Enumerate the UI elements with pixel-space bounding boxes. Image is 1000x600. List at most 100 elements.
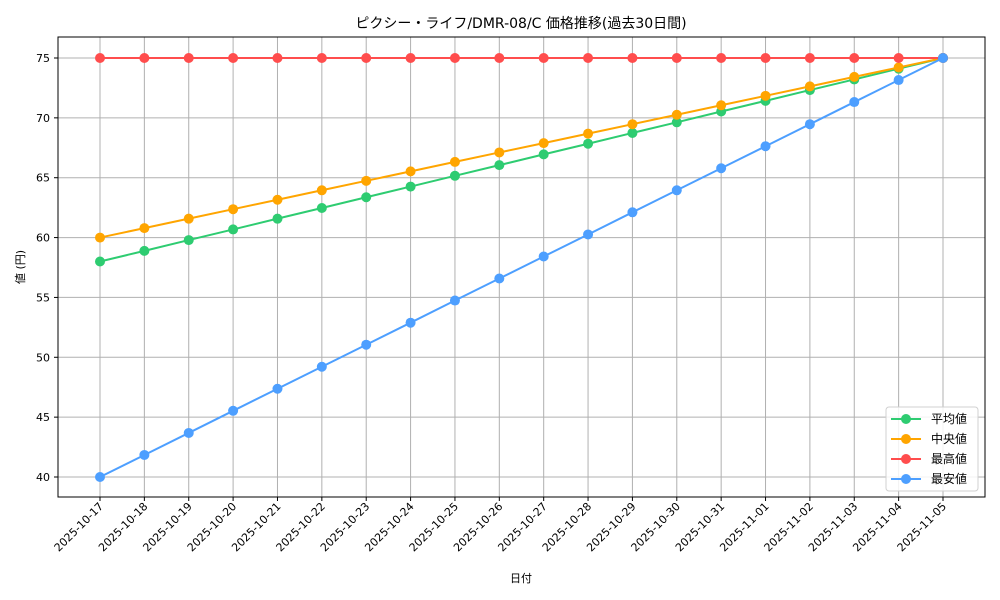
- data-point: [449, 170, 460, 181]
- data-point: [272, 194, 283, 205]
- data-point: [893, 75, 904, 86]
- data-point: [583, 138, 594, 149]
- data-point: [893, 53, 904, 63]
- series-line: [99, 57, 944, 239]
- series-中央値: [95, 53, 948, 243]
- data-point: [494, 53, 505, 63]
- data-point: [494, 147, 505, 158]
- data-point: [804, 119, 815, 130]
- grid-lines: [58, 37, 985, 497]
- legend-label: 最高値: [931, 451, 967, 466]
- data-point: [228, 204, 239, 215]
- y-tick-label: 75: [36, 52, 50, 65]
- series-最高値: [95, 53, 948, 63]
- data-point: [716, 100, 727, 111]
- series-layer: [95, 53, 948, 482]
- data-point: [183, 213, 194, 224]
- data-point: [405, 181, 416, 192]
- data-point: [272, 213, 283, 224]
- data-point: [139, 449, 150, 460]
- legend-label: 中央値: [931, 431, 967, 446]
- data-point: [583, 128, 594, 139]
- data-point: [938, 53, 948, 63]
- y-tick-label: 50: [36, 351, 50, 364]
- data-point: [95, 232, 105, 243]
- data-point: [804, 81, 815, 92]
- data-point: [316, 361, 327, 372]
- y-tick-label: 70: [36, 112, 50, 125]
- data-point: [449, 295, 460, 306]
- data-point: [183, 235, 194, 246]
- legend-item: 最高値: [891, 451, 967, 466]
- data-point: [361, 53, 372, 63]
- data-point: [139, 245, 150, 256]
- data-point: [316, 185, 327, 196]
- data-point: [804, 53, 815, 63]
- data-point: [716, 163, 727, 174]
- data-point: [849, 53, 860, 63]
- data-point: [449, 156, 460, 167]
- data-point: [405, 317, 416, 328]
- data-point: [893, 62, 904, 73]
- x-axis-ticks: 2025-10-172025-10-182025-10-192025-10-20…: [52, 497, 949, 554]
- data-point: [760, 90, 771, 101]
- data-point: [228, 224, 239, 235]
- data-point: [228, 405, 239, 416]
- y-tick-label: 40: [36, 471, 50, 484]
- data-point: [671, 185, 682, 196]
- legend-item: 中央値: [891, 431, 967, 446]
- series-line: [99, 57, 944, 263]
- data-point: [849, 71, 860, 82]
- plot-frame: [57, 36, 986, 498]
- legend-marker-icon: [901, 474, 911, 484]
- data-point: [538, 251, 549, 262]
- legend-label: 最安値: [931, 471, 967, 486]
- data-point: [405, 53, 416, 63]
- data-point: [95, 472, 105, 482]
- data-point: [139, 223, 150, 234]
- data-point: [405, 166, 416, 177]
- data-point: [361, 175, 372, 186]
- data-point: [849, 97, 860, 108]
- data-point: [361, 192, 372, 203]
- data-point: [671, 53, 682, 63]
- data-point: [449, 53, 460, 63]
- legend-marker-icon: [901, 434, 911, 444]
- data-point: [760, 141, 771, 152]
- data-point: [716, 53, 727, 63]
- y-tick-label: 60: [36, 232, 50, 245]
- data-point: [583, 229, 594, 240]
- legend-item: 平均値: [891, 411, 967, 426]
- data-point: [272, 53, 283, 63]
- data-point: [538, 138, 549, 149]
- data-point: [583, 53, 594, 63]
- x-axis-label: 日付: [510, 572, 532, 585]
- y-tick-label: 45: [36, 411, 50, 424]
- y-tick-label: 65: [36, 172, 50, 185]
- series-line: [99, 57, 944, 478]
- data-point: [361, 339, 372, 350]
- data-point: [538, 149, 549, 160]
- data-point: [627, 207, 638, 218]
- data-point: [183, 427, 194, 438]
- data-point: [272, 383, 283, 394]
- legend-item: 最安値: [891, 471, 967, 486]
- chart-title: ピクシー・ライフ/DMR-08/C 価格推移(過去30日間): [355, 16, 686, 32]
- y-axis-ticks: 40 45 50 55 60 65 70 75: [36, 52, 58, 484]
- y-tick-label: 55: [36, 291, 50, 304]
- data-point: [95, 256, 105, 267]
- data-point: [671, 109, 682, 120]
- data-point: [627, 119, 638, 130]
- data-point: [316, 53, 327, 63]
- data-point: [494, 160, 505, 171]
- data-point: [316, 203, 327, 214]
- legend-marker-icon: [901, 454, 911, 464]
- series-最安値: [95, 53, 948, 482]
- data-point: [494, 273, 505, 284]
- data-point: [95, 53, 105, 63]
- data-point: [139, 53, 150, 63]
- legend-label: 平均値: [931, 411, 967, 426]
- data-point: [228, 53, 239, 63]
